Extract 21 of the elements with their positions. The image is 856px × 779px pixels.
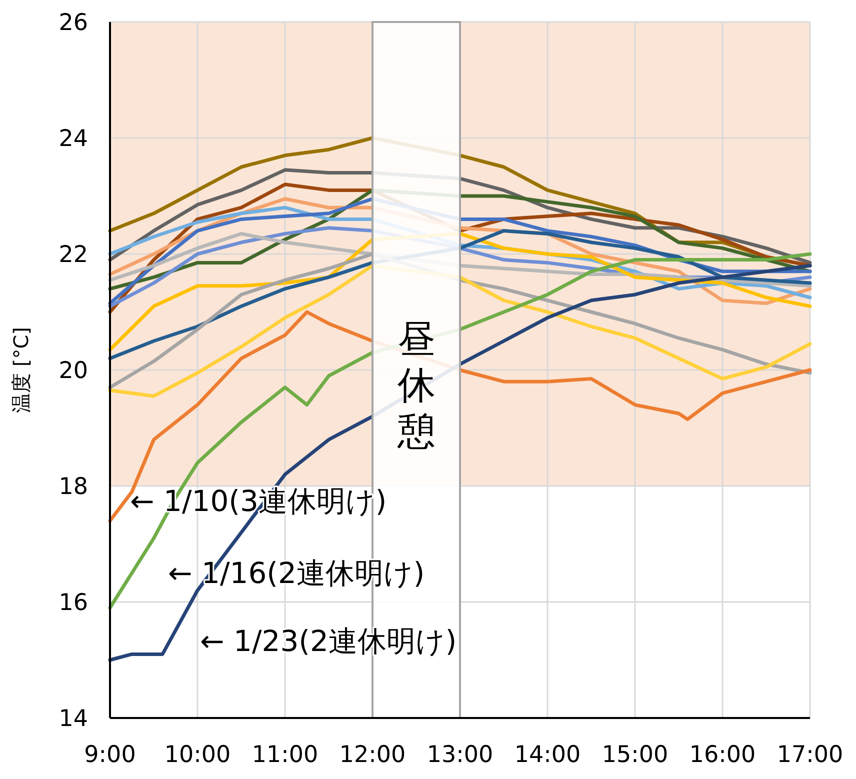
- y-tick-label: 16: [58, 590, 88, 616]
- band-label: 昼休憩: [396, 317, 436, 453]
- y-axis-title: 温度 [°C]: [9, 327, 33, 413]
- x-tick-label: 9:00: [84, 742, 136, 768]
- x-tick-label: 10:00: [164, 742, 231, 768]
- y-tick-label: 14: [58, 706, 88, 732]
- line-series: [108, 252, 812, 610]
- x-tick-label: 16:00: [689, 742, 756, 768]
- x-tick-label: 11:00: [252, 742, 318, 768]
- annotation: ← 1/23(2連休明け): [200, 624, 457, 658]
- y-tick-label: 22: [58, 242, 88, 268]
- x-tick-label: 17:00: [776, 742, 844, 768]
- y-tick-label: 20: [58, 358, 88, 384]
- x-tick-label: 12:00: [339, 742, 406, 768]
- x-tick-label: 13:00: [426, 742, 494, 768]
- x-tick-label: 15:00: [602, 742, 668, 768]
- x-tick-label: 14:00: [514, 742, 581, 768]
- line-series: [108, 264, 812, 662]
- y-tick-label: 24: [58, 126, 88, 152]
- y-tick-label: 26: [58, 10, 88, 36]
- y-tick-label: 18: [58, 474, 88, 500]
